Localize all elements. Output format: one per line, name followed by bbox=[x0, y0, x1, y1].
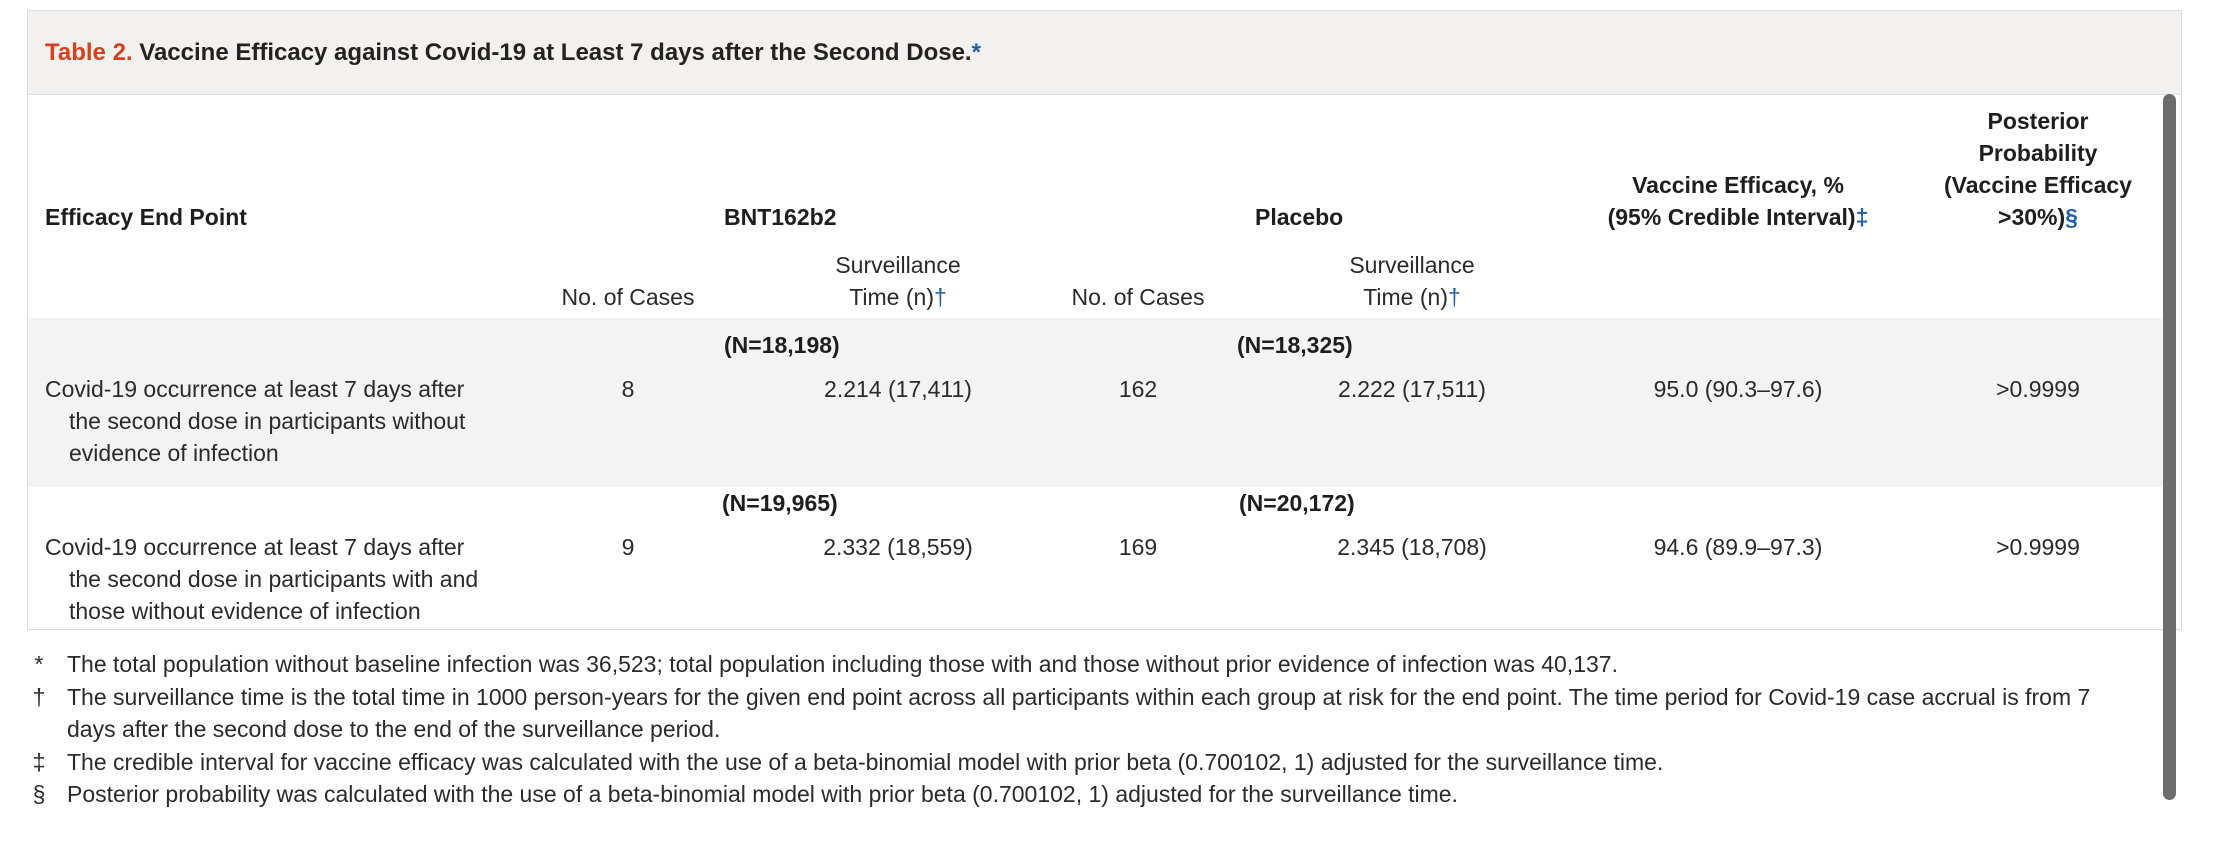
footnote-symbol: † bbox=[32, 684, 46, 710]
table-row bbox=[28, 318, 2168, 487]
header-posterior-probability: Posterior Probability (Vaccine Efficacy … bbox=[1908, 105, 2168, 233]
row1-surveillance-bnt: 2.214 (17,411) bbox=[824, 376, 972, 402]
table-number: Table 2. bbox=[45, 39, 133, 66]
table-title: Table 2. Vaccine Efficacy against Covid-… bbox=[45, 39, 981, 67]
footnote-text: The surveillance time is the total time … bbox=[67, 684, 2091, 742]
vertical-scrollbar[interactable] bbox=[2163, 94, 2176, 800]
row2-n-placebo: (N=20,172) bbox=[1239, 490, 1355, 516]
row2-cases-placebo: 169 bbox=[1118, 534, 1158, 560]
header-posterior-line2: Probability bbox=[1978, 140, 2098, 166]
header-efficacy-line1: Vaccine Efficacy, % bbox=[1632, 172, 1844, 198]
table-container: Table 2. Vaccine Efficacy against Covid-… bbox=[27, 10, 2182, 630]
row1-cases-placebo: 162 bbox=[1118, 376, 1158, 402]
title-footnote-marker[interactable]: * bbox=[971, 39, 981, 66]
row2-posterior-probability: >0.9999 bbox=[1996, 534, 2080, 560]
row2-surveillance-bnt: 2.332 (18,559) bbox=[823, 534, 973, 560]
surveillance-footnote-marker-placebo[interactable]: † bbox=[1447, 284, 1461, 310]
table-caption: Vaccine Efficacy against Covid-19 at Lea… bbox=[139, 39, 972, 66]
row2-n-bnt: (N=19,965) bbox=[722, 490, 838, 516]
row1-n-bnt: (N=18,198) bbox=[724, 332, 840, 358]
row1-vaccine-efficacy: 95.0 (90.3–97.6) bbox=[1653, 376, 1823, 402]
header-placebo: Placebo bbox=[1255, 204, 1344, 230]
footnote-text: Posterior probability was calculated wit… bbox=[67, 781, 1458, 807]
row2-cases-bnt: 9 bbox=[621, 534, 635, 560]
footnote-symbol: ‡ bbox=[32, 749, 46, 775]
footnote-text: The total population without baseline in… bbox=[67, 651, 1618, 677]
row1-cases-bnt: 8 bbox=[621, 376, 635, 402]
row1-end-point: Covid-19 occurrence at least 7 days afte… bbox=[45, 376, 466, 466]
table-title-bar: Table 2. Vaccine Efficacy against Covid-… bbox=[28, 11, 2181, 95]
row1-posterior-probability: >0.9999 bbox=[1996, 376, 2080, 402]
header-posterior-line1: Posterior bbox=[1987, 108, 2089, 134]
header-cases-placebo: No. of Cases bbox=[1071, 284, 1205, 310]
header-efficacy-line2: (95% Credible Interval)‡ bbox=[1607, 204, 1869, 230]
efficacy-footnote-marker[interactable]: ‡ bbox=[1855, 204, 1869, 230]
posterior-footnote-marker[interactable]: § bbox=[2065, 204, 2078, 230]
header-cases-bnt: No. of Cases bbox=[561, 284, 695, 310]
row1-surveillance-placebo: 2.222 (17,511) bbox=[1338, 376, 1486, 402]
header-posterior-line3: (Vaccine Efficacy bbox=[1944, 172, 2132, 198]
header-efficacy-end-point: Efficacy End Point bbox=[45, 204, 247, 230]
footnote-symbol: * bbox=[34, 651, 44, 677]
header-vaccine-efficacy: Vaccine Efficacy, % (95% Credible Interv… bbox=[1528, 169, 1948, 233]
header-posterior-line4: >30%)§ bbox=[1998, 204, 2078, 230]
row2-surveillance-placebo: 2.345 (18,708) bbox=[1337, 534, 1487, 560]
header-surveillance-bnt: Surveillance Time (n)† bbox=[835, 252, 961, 310]
header-bnt162b2: BNT162b2 bbox=[724, 204, 837, 230]
header-surveillance-placebo: Surveillance Time (n)† bbox=[1349, 252, 1475, 310]
row2-vaccine-efficacy: 94.6 (89.9–97.3) bbox=[1653, 534, 1823, 560]
row1-n-placebo: (N=18,325) bbox=[1237, 332, 1353, 358]
row2-end-point: Covid-19 occurrence at least 7 days afte… bbox=[45, 534, 479, 624]
surveillance-footnote-marker-bnt[interactable]: † bbox=[933, 284, 947, 310]
footnote-symbol: § bbox=[32, 781, 46, 807]
footnote-text: The credible interval for vaccine effica… bbox=[67, 749, 1664, 775]
